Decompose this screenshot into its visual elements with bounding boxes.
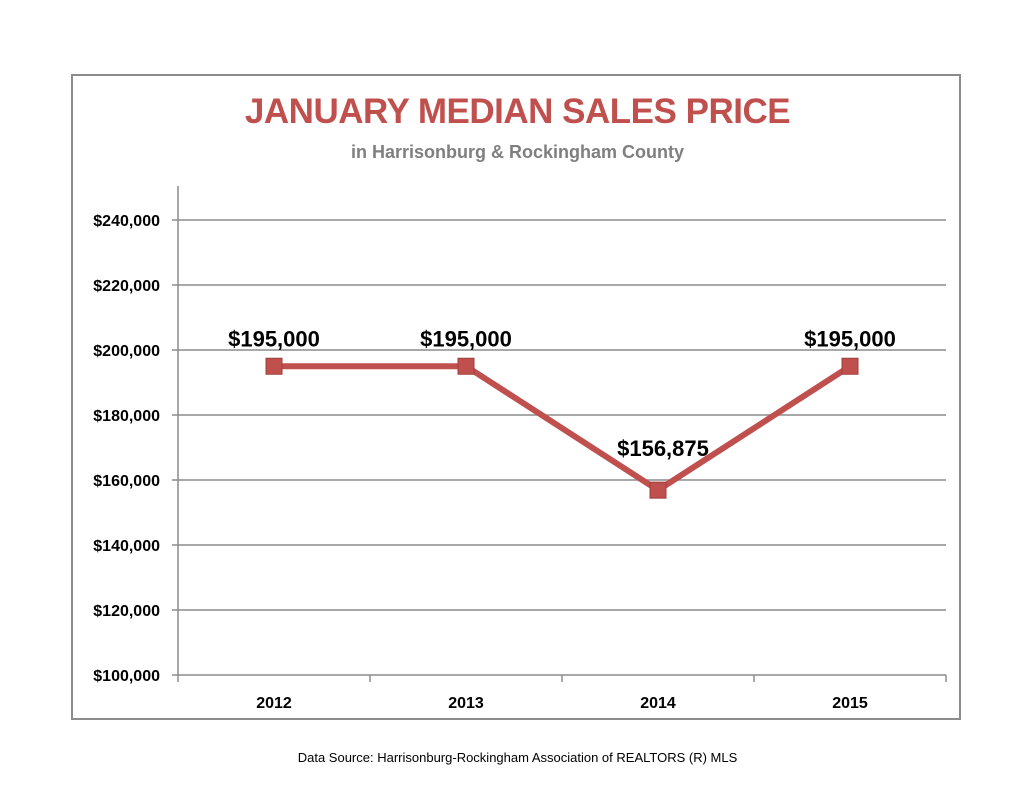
data-label: $156,875 [617, 436, 709, 461]
data-label: $195,000 [804, 326, 896, 351]
y-tick-label: $220,000 [93, 278, 160, 295]
gridlines [178, 219, 946, 611]
y-tick-label: $120,000 [93, 603, 160, 620]
y-tick-label: $100,000 [93, 668, 160, 685]
series-markers [265, 357, 859, 499]
data-labels: $195,000 $195,000 $156,875 $195,000 [228, 326, 896, 461]
x-tick-label: 2014 [640, 695, 676, 712]
data-point-marker [265, 357, 283, 375]
x-tick-label: 2012 [256, 695, 292, 712]
data-label: $195,000 [420, 326, 512, 351]
y-tick-label: $160,000 [93, 473, 160, 490]
chart-title: JANUARY MEDIAN SALES PRICE [244, 92, 791, 131]
data-source-note: Data Source: Harrisonburg-Rockingham Ass… [297, 750, 738, 765]
x-tick-label: 2015 [832, 695, 868, 712]
y-tick-label: $200,000 [93, 343, 160, 360]
series-line [274, 363, 852, 494]
data-label: $195,000 [228, 326, 320, 351]
x-tick-labels: 2012 2013 2014 2015 [256, 695, 868, 712]
y-tick-label: $140,000 [93, 538, 160, 555]
axes [172, 186, 947, 682]
data-point-marker [841, 357, 859, 375]
chart-subtitle: in Harrisonburg & Rockingham County [350, 142, 685, 162]
series-line [274, 363, 852, 494]
y-tick-labels: $100,000 $120,000 $140,000 $160,000 $180,000… [93, 213, 160, 685]
y-tick-label: $240,000 [93, 213, 160, 230]
data-point-marker [649, 481, 667, 499]
data-point-marker [457, 357, 475, 375]
y-tick-label: $180,000 [93, 408, 160, 425]
x-tick-label: 2013 [448, 695, 484, 712]
